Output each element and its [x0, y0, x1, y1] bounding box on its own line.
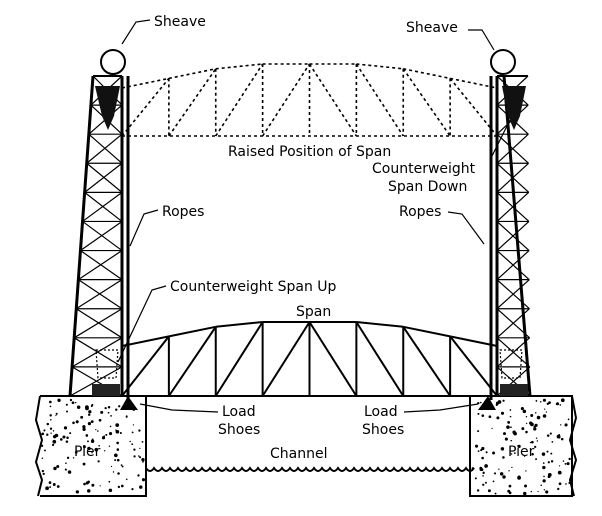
tower-left — [68, 75, 130, 400]
channel-water — [145, 466, 475, 472]
label-counterweight-span-down-2: Span Down — [388, 179, 467, 195]
label-sheave-left: Sheave — [154, 14, 206, 30]
label-ropes-right: Ropes — [399, 204, 441, 220]
label-pier-right: Pier — [508, 444, 535, 460]
lowered-span-truss — [121, 321, 498, 397]
raised-span-truss — [121, 63, 498, 137]
pier-left-texture — [40, 398, 146, 494]
label-load-shoes-right-2: Shoes — [362, 422, 404, 438]
label-channel: Channel — [270, 446, 327, 462]
counterweight-left-down — [95, 349, 119, 379]
label-load-shoes-right-1: Load — [364, 404, 398, 420]
leader-lines — [117, 19, 511, 413]
label-counterweight-span-down-1: Counterweight — [372, 161, 476, 177]
label-raised-position: Raised Position of Span — [228, 144, 391, 160]
label-ropes-left: Ropes — [162, 204, 204, 220]
label-counterweight-span-up: Counterweight Span Up — [170, 279, 337, 295]
sheave-right — [490, 49, 516, 75]
pier-left — [34, 395, 147, 497]
load-shoe-right — [478, 396, 496, 410]
label-span: Span — [296, 304, 331, 320]
counterweight-right-up — [502, 86, 526, 130]
label-sheave-right: Sheave — [406, 20, 458, 36]
pier-right — [469, 395, 578, 497]
label-load-shoes-left-2: Shoes — [218, 422, 260, 438]
load-shoe-left — [120, 396, 138, 410]
label-load-shoes-left-1: Load — [222, 404, 256, 420]
counterweight-left-up — [95, 86, 120, 130]
label-pier-left: Pier — [74, 444, 101, 460]
sheave-left — [100, 49, 126, 75]
tower-left-base — [92, 384, 120, 396]
counterweight-right-down — [499, 349, 523, 379]
tower-right-base — [500, 384, 528, 396]
